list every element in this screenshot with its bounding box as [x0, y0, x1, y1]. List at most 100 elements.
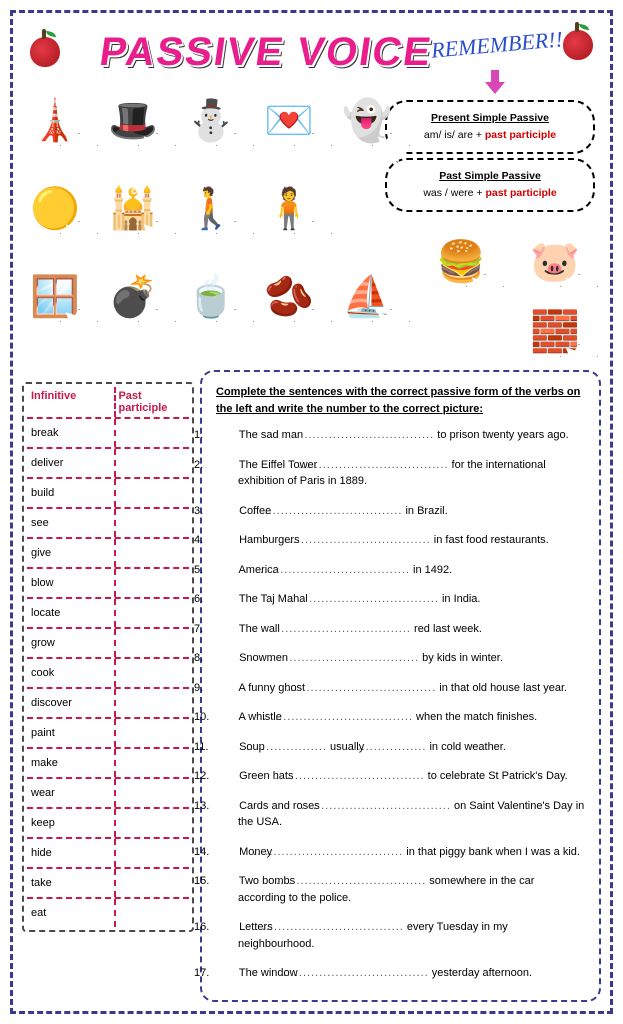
blank-input[interactable]: ..................................... — [291, 650, 419, 667]
valentine-icon: 💌 — [264, 101, 314, 141]
exercise-list: 1. The sad man .........................… — [216, 427, 585, 982]
thumb-prisoner: 🧍 — [256, 173, 322, 245]
prisoner-icon: 🧍 — [264, 189, 314, 229]
verb-row: build — [27, 477, 189, 507]
blank-input[interactable]: ..................................... — [323, 798, 451, 815]
thumb-ship: ⛵ — [334, 261, 400, 333]
rule-present-pp: past participle — [485, 129, 556, 141]
thumb-snowman: ⛄ — [178, 85, 244, 157]
verb-participle-blank[interactable] — [114, 719, 189, 747]
exercise-item: 17. The window .........................… — [216, 965, 585, 982]
item-number: 3. — [216, 503, 236, 520]
snowman-icon: ⛄ — [186, 101, 236, 141]
blank-input[interactable]: ..................................... — [308, 680, 436, 697]
verb-participle-blank[interactable] — [114, 449, 189, 477]
item-text-post: in 1492. — [410, 564, 452, 576]
thumb-soup: 🍵 — [178, 261, 244, 333]
verb-participle-blank[interactable] — [114, 779, 189, 807]
blank-input[interactable]: ..................................... — [283, 621, 411, 638]
thumb-brick-wall: 🧱 — [522, 296, 588, 368]
verb-participle-blank[interactable] — [114, 869, 189, 897]
blank-input[interactable]: ..................................... — [303, 532, 431, 549]
verb-infinitive: eat — [27, 899, 114, 927]
verb-row: hide — [27, 837, 189, 867]
blank-input[interactable]: ..................................... — [301, 965, 429, 982]
verb-participle-blank[interactable] — [114, 419, 189, 447]
ship-icon: ⛵ — [342, 277, 392, 317]
verb-infinitive: keep — [27, 809, 114, 837]
verb-infinitive: discover — [27, 689, 114, 717]
item-number: 4. — [216, 532, 236, 549]
verb-row: break — [27, 417, 189, 447]
thumb-hamburger: 🍔 — [428, 226, 494, 298]
item-text-post: red last week. — [411, 623, 482, 635]
verb-row: make — [27, 747, 189, 777]
taj-mahal-icon: 🕌 — [108, 189, 158, 229]
verb-row: see — [27, 507, 189, 537]
blank-input[interactable]: ..................................... — [276, 919, 404, 936]
ghost-icon: 👻 — [342, 101, 392, 141]
verb-participle-blank[interactable] — [114, 599, 189, 627]
exercise-item: 15. Two bombs ..........................… — [216, 873, 585, 906]
rule-past-aux: was / were + — [423, 187, 482, 199]
exercise-item: 6. The Taj Mahal .......................… — [216, 591, 585, 608]
verb-row: keep — [27, 807, 189, 837]
verb-participle-blank[interactable] — [114, 839, 189, 867]
blank-input[interactable]: ..................................... — [274, 503, 402, 520]
blank-input[interactable]: ..................................... — [285, 709, 413, 726]
verb-infinitive: hide — [27, 839, 114, 867]
verb-participle-blank[interactable] — [114, 479, 189, 507]
soup-icon: 🍵 — [186, 277, 236, 317]
window-icon: 🪟 — [30, 277, 80, 317]
exercise-item: 14. Money ..............................… — [216, 844, 585, 861]
verb-participle-blank[interactable] — [114, 749, 189, 777]
blank-input[interactable]: ..................................... — [320, 457, 448, 474]
verb-participle-blank[interactable] — [114, 659, 189, 687]
apple-icon-left — [30, 37, 60, 67]
exercise-item: 16. Letters ............................… — [216, 919, 585, 952]
blank-input[interactable]: ..................................... — [306, 427, 434, 444]
blank-input[interactable]: .................... — [367, 739, 426, 756]
verb-infinitive: blow — [27, 569, 114, 597]
verb-participle-blank[interactable] — [114, 569, 189, 597]
verb-participle-blank[interactable] — [114, 539, 189, 567]
verb-participle-blank[interactable] — [114, 509, 189, 537]
verb-infinitive: wear — [27, 779, 114, 807]
verb-participle-blank[interactable] — [114, 689, 189, 717]
item-number: 6. — [216, 591, 236, 608]
item-number: 13. — [216, 798, 236, 815]
exercise-item: 5. America .............................… — [216, 562, 585, 579]
exercise-instruction: Complete the sentences with the correct … — [216, 384, 585, 417]
hamburger-icon: 🍔 — [436, 242, 486, 282]
item-number: 16. — [216, 919, 236, 936]
item-text-post: in that piggy bank when I was a kid. — [403, 846, 580, 858]
verbs-header-participle: Past participle — [114, 387, 189, 417]
verb-participle-blank[interactable] — [114, 629, 189, 657]
blank-input[interactable]: ..................................... — [297, 768, 425, 785]
eiffel-tower-icon: 🗼 — [30, 101, 80, 141]
item-number: 1. — [216, 427, 236, 444]
blank-input[interactable]: ..................................... — [311, 591, 439, 608]
coffee-beans-icon: 🫘 — [264, 277, 314, 317]
exercise-item: 8. Snowmen .............................… — [216, 650, 585, 667]
item-text-post: to prison twenty years ago. — [434, 429, 569, 441]
item-number: 10. — [216, 709, 236, 726]
verb-participle-blank[interactable] — [114, 809, 189, 837]
thumb-piggy-bank: 🐷 — [522, 226, 588, 298]
blank-input[interactable]: .................... — [268, 739, 327, 756]
thumb-whistle: 🟡 — [22, 173, 88, 245]
exercise-item: 11. Soup .................... usually ..… — [216, 739, 585, 756]
verb-row: paint — [27, 717, 189, 747]
verb-participle-blank[interactable] — [114, 899, 189, 927]
postman-icon: 🚶 — [186, 189, 236, 229]
verb-infinitive: take — [27, 869, 114, 897]
verb-infinitive: give — [27, 539, 114, 567]
verb-infinitive: see — [27, 509, 114, 537]
blank-input[interactable]: ..................................... — [282, 562, 410, 579]
item-number: 8. — [216, 650, 236, 667]
blank-input[interactable]: ..................................... — [298, 873, 426, 890]
rule-past-body: was / were + past participle — [401, 185, 579, 202]
blank-input[interactable]: ..................................... — [275, 844, 403, 861]
verb-infinitive: make — [27, 749, 114, 777]
thumb-green-hat: 🎩 — [100, 85, 166, 157]
